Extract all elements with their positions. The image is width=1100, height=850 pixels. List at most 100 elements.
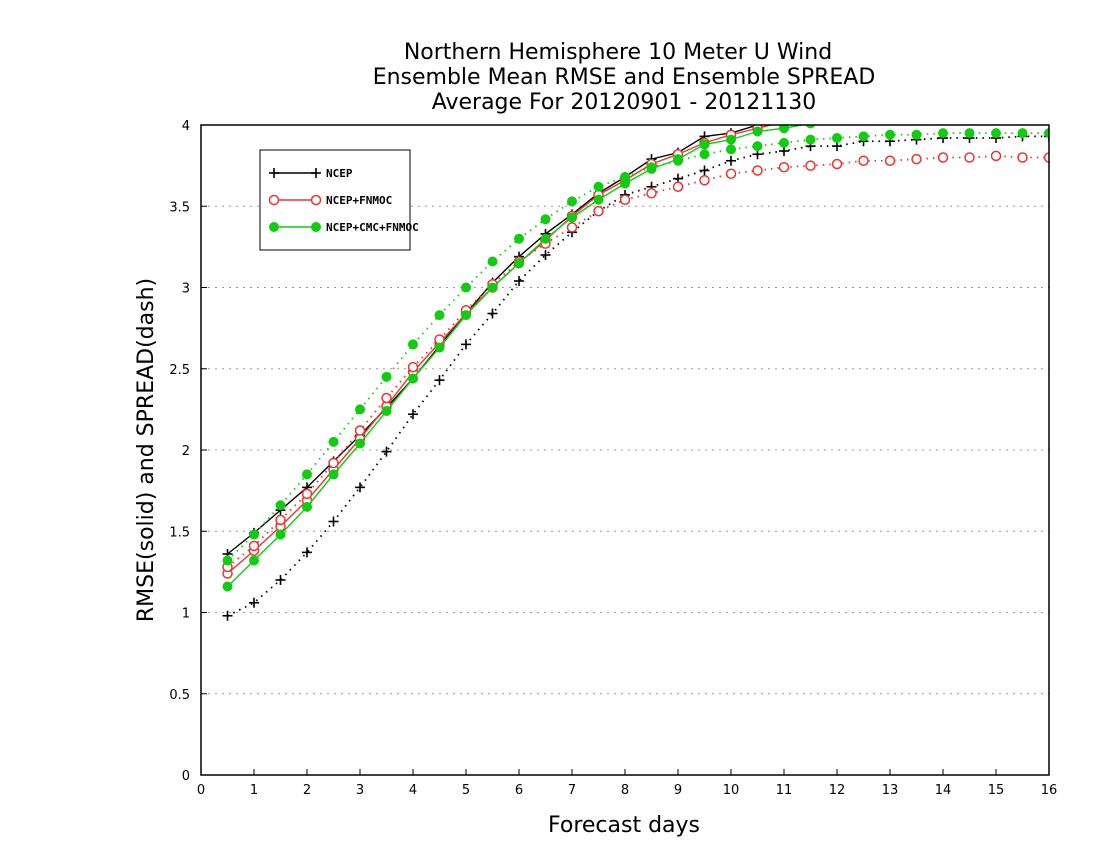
- x-tick-label-14: 14: [935, 783, 952, 798]
- series-2-spread-point-27: [938, 128, 948, 139]
- series-1-spread-point-14: [593, 205, 604, 217]
- legend-marker-right-1: [310, 194, 322, 206]
- series-0-spread-point-2: [275, 575, 286, 585]
- series-2-rmse-point-2: [275, 529, 286, 540]
- x-tick-label-8: 8: [621, 783, 629, 798]
- series-2: [222, 106, 1049, 592]
- series-2-spread-point-6: [381, 371, 392, 382]
- series-0-spread-point-11: [514, 276, 524, 286]
- series-0-spread-point-7: [408, 409, 418, 420]
- x-tick-label-3: 3: [356, 783, 364, 798]
- series-1-spread-point-22: [805, 160, 816, 171]
- series-2-rmse-point-9: [461, 310, 471, 321]
- legend: NCEP NCEP+FNMOC NCEP+CMC+FNMOC: [259, 149, 419, 251]
- y-tick-label-3: 1.5: [169, 525, 190, 540]
- series-2-spread-point-24: [858, 131, 869, 142]
- legend-marker-left-2: [269, 222, 279, 232]
- x-axis-label: Forecast days: [548, 813, 700, 838]
- series-2-spread-point-14: [593, 181, 604, 192]
- series-1-spread-point-1: [248, 540, 260, 552]
- series-1-spread-point-7: [407, 361, 419, 373]
- series-2-rmse-point-23: [835, 125, 839, 126]
- x-tick-label-10: 10: [723, 783, 740, 798]
- series-2-rmse-point-27: [939, 108, 948, 117]
- series-2-spread-point-2: [275, 500, 286, 511]
- series-0-spread-point-6: [381, 446, 392, 457]
- legend-marker-left-0: [269, 168, 279, 178]
- legend-item-1: NCEP+FNMOC: [268, 194, 392, 207]
- series-2-spread-point-8: [434, 310, 445, 321]
- series-1-spread-point-20: [752, 165, 763, 176]
- series-2-rmse-point-8: [434, 342, 445, 353]
- series-1-spread-point-29: [990, 150, 1002, 162]
- legend-item-2: NCEP+CMC+FNMOC: [269, 221, 419, 234]
- series-1-spread-point-30: [1017, 152, 1028, 163]
- series-2-spread-point-11: [514, 233, 524, 244]
- series-2-spread-point-5: [355, 404, 365, 415]
- x-tick-label-6: 6: [515, 783, 523, 798]
- series-0-rmse-point-27: [938, 104, 948, 114]
- series-2-rmse-point-4: [328, 469, 339, 480]
- series-1-spread-point-21: [778, 162, 790, 173]
- series-0-spread-point-5: [355, 482, 365, 493]
- series-2-spread-point-16: [646, 162, 657, 173]
- series-2-rmse-point-13: [567, 212, 577, 223]
- series-2-spread-point-15: [620, 172, 630, 182]
- series-0-rmse-point-28: [965, 104, 975, 114]
- series-0-rmse-point-31: [1044, 101, 1054, 111]
- series-0-spread-point-12: [540, 250, 551, 260]
- series-2-rmse-point-25: [886, 111, 895, 120]
- series-2-spread-point-22: [805, 134, 816, 145]
- series-0-spread-point-19: [726, 155, 736, 166]
- series-2-rmse-point-28: [965, 108, 974, 117]
- series-2-spread-point-21: [779, 137, 789, 148]
- series-2-spread-point-26: [911, 129, 922, 140]
- series-1-spread-point-2: [275, 514, 286, 526]
- series-1-spread-point-4: [328, 457, 339, 469]
- series-2-rmse-point-22: [805, 125, 816, 129]
- series-2-spread-point-4: [328, 436, 339, 447]
- x-tick-label-5: 5: [462, 783, 470, 798]
- series-0-rmse-point-29: [991, 102, 1001, 112]
- series-1-spread-point-16: [646, 188, 657, 199]
- x-tick-label-15: 15: [988, 783, 1005, 798]
- series-0-spread-point-9: [461, 339, 471, 350]
- series-1-spread-point-26: [911, 153, 922, 165]
- chart-title: Northern Hemisphere 10 Meter U Wind Ense…: [373, 40, 876, 115]
- title-line-3: Average For 20120901 - 20121130: [432, 90, 817, 115]
- series-1-spread-point-15: [619, 194, 631, 205]
- series-1-spread-line: [226, 154, 1049, 568]
- series-layer: [222, 101, 1054, 621]
- series-1-spread-point-28: [964, 152, 975, 163]
- series-2-spread-point-0: [222, 555, 233, 566]
- series-2-rmse-point-6: [381, 406, 392, 416]
- series-2-rmse-point-30: [1018, 106, 1027, 115]
- series-1-rmse-point-31: [1045, 103, 1054, 112]
- series-0-spread-point-0: [222, 610, 233, 621]
- series-2-rmse-point-20: [752, 126, 763, 137]
- y-axis-label: RMSE(solid) and SPREAD(dash): [134, 278, 159, 622]
- y-tick-label-8: 4: [182, 119, 190, 134]
- series-1-spread-point-5: [354, 425, 366, 436]
- series-2-spread-point-13: [567, 196, 577, 207]
- series-2-spread-point-18: [699, 149, 710, 160]
- series-2-spread-point-9: [461, 282, 471, 293]
- series-1-rmse-point-28: [965, 104, 974, 113]
- series-0-rmse-point-26: [912, 105, 922, 115]
- series-1-spread-point-19: [725, 168, 737, 179]
- x-tick-label-2: 2: [303, 783, 311, 798]
- y-tick-label-7: 3.5: [169, 200, 190, 215]
- series-2-rmse-line: [227, 125, 806, 587]
- series-1-rmse-point-26: [912, 106, 921, 115]
- legend-marker-left-1: [268, 194, 280, 206]
- series-1-spread-point-25: [884, 155, 896, 166]
- legend-label-2: NCEP+CMC+FNMOC: [326, 221, 419, 234]
- series-2-spread-point-25: [885, 129, 895, 140]
- series-0-spread-point-18: [699, 165, 710, 176]
- y-tick-label-0: 0: [182, 769, 190, 784]
- series-0-rmse-point-25: [885, 107, 895, 117]
- series-1-rmse-point-29: [992, 104, 1001, 113]
- x-axis: 0 1 2 3 4 5 6 7 8 9 10 11 12 13 14 15 16: [197, 769, 1057, 798]
- series-2-rmse-point-26: [912, 109, 921, 118]
